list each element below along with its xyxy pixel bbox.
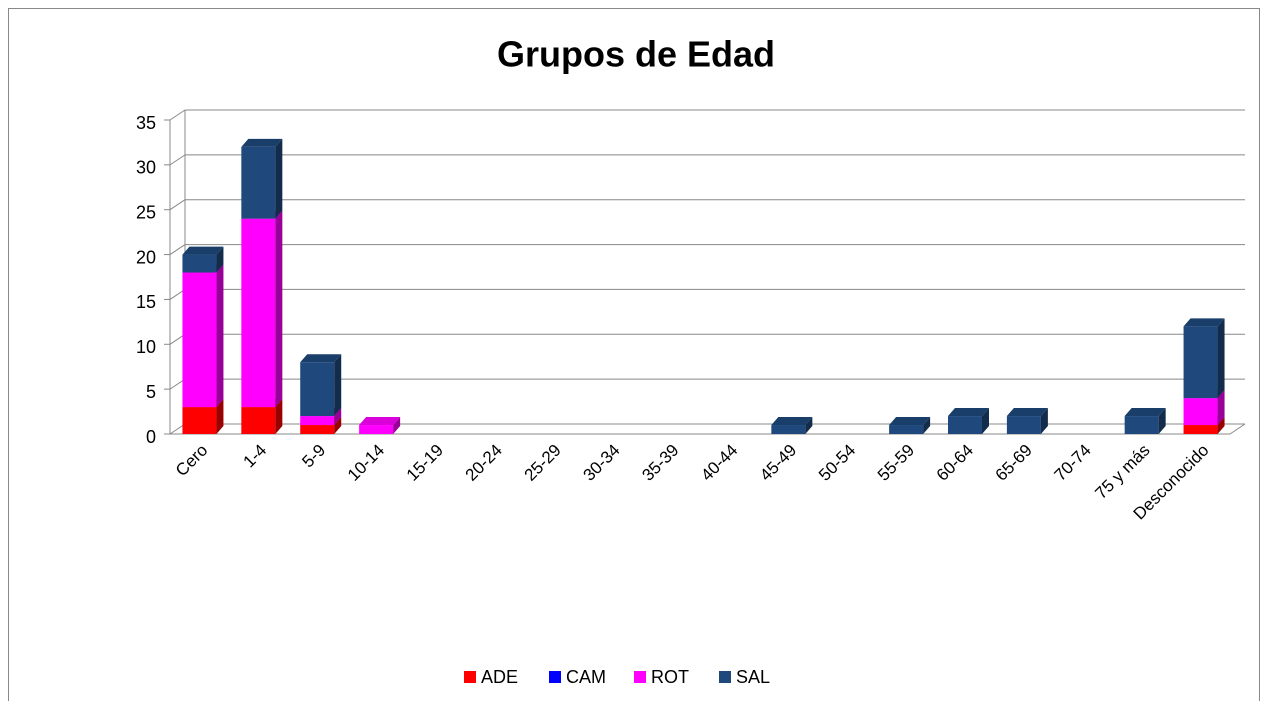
bar-side bbox=[334, 354, 342, 417]
bar-segment bbox=[300, 362, 335, 417]
bar-segment bbox=[241, 407, 276, 434]
bar-segment bbox=[300, 416, 335, 426]
bar-segment bbox=[241, 146, 276, 219]
bar-segment bbox=[1183, 425, 1218, 434]
bar-top bbox=[1124, 408, 1166, 417]
bar-segment bbox=[948, 416, 982, 434]
bar-side bbox=[1040, 408, 1048, 434]
bar-side bbox=[334, 417, 342, 434]
bar-top bbox=[1183, 318, 1225, 327]
y-tick-label: 10 bbox=[136, 337, 156, 357]
bar-side bbox=[805, 417, 813, 434]
bar-segment bbox=[771, 425, 806, 434]
bar-segment bbox=[1183, 326, 1218, 399]
legend-swatch bbox=[464, 671, 476, 683]
wall-tick bbox=[169, 154, 186, 166]
wall-tick bbox=[169, 199, 186, 211]
bar-segment bbox=[1124, 416, 1159, 434]
legend-label: SAL bbox=[736, 667, 770, 687]
bar-side bbox=[216, 399, 224, 434]
bar-segment bbox=[1006, 416, 1041, 434]
y-tick-label: 30 bbox=[136, 158, 156, 178]
floor-right bbox=[1229, 423, 1246, 435]
bar-top bbox=[359, 417, 401, 426]
bar-side bbox=[923, 417, 931, 434]
bar-segment bbox=[300, 425, 335, 434]
y-tick-label: 20 bbox=[136, 247, 156, 267]
bar-side bbox=[1158, 408, 1166, 434]
bar-segment bbox=[182, 272, 217, 408]
bar-segment bbox=[359, 425, 394, 434]
bar-side bbox=[216, 246, 224, 273]
bar-side bbox=[334, 408, 342, 426]
bar-top bbox=[1006, 408, 1048, 417]
bar-segment bbox=[182, 254, 217, 273]
legend-label: ADE bbox=[481, 667, 518, 687]
chart-title: Grupos de Edad bbox=[497, 34, 775, 75]
bar-side bbox=[1217, 417, 1225, 434]
legend-label: CAM bbox=[566, 667, 606, 687]
y-tick-label: 15 bbox=[136, 292, 156, 312]
bar-side bbox=[216, 264, 224, 408]
y-tick-label: 0 bbox=[146, 427, 156, 447]
bar-side bbox=[275, 399, 283, 434]
bar-top bbox=[241, 138, 283, 147]
bar-top bbox=[300, 354, 342, 363]
y-tick-label: 5 bbox=[146, 382, 156, 402]
bar-top bbox=[889, 417, 931, 426]
bar-segment bbox=[1183, 398, 1218, 426]
y-tick-label: 35 bbox=[136, 113, 156, 133]
bar-side bbox=[393, 417, 401, 434]
y-tick-label: 25 bbox=[136, 202, 156, 222]
bar-segment bbox=[241, 218, 276, 408]
bar-top bbox=[948, 408, 989, 417]
bar-segment bbox=[182, 407, 217, 434]
bar-side bbox=[275, 138, 283, 219]
legend-swatch bbox=[634, 671, 646, 683]
bar-side bbox=[982, 408, 989, 434]
bar-side bbox=[275, 210, 283, 408]
legend-swatch bbox=[719, 671, 731, 683]
legend-swatch bbox=[549, 671, 561, 683]
bar-side bbox=[1217, 390, 1225, 426]
bar-top bbox=[771, 417, 813, 426]
bar-segment bbox=[889, 425, 924, 434]
legend-label: ROT bbox=[651, 667, 689, 687]
wall-tick bbox=[169, 109, 186, 121]
bar-side bbox=[1217, 318, 1225, 399]
wall-tick bbox=[169, 244, 186, 255]
bar-top bbox=[182, 246, 224, 255]
